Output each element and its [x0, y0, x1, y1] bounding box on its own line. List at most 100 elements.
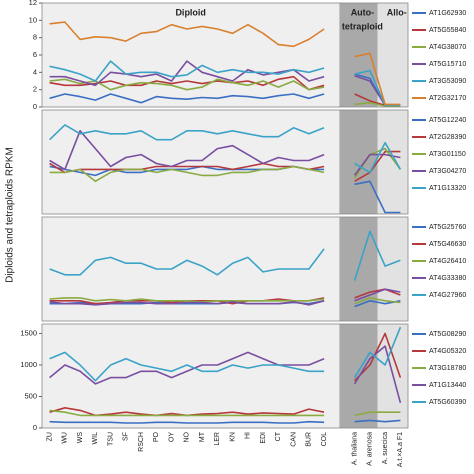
- series-line: [353, 147, 402, 179]
- series-line: [49, 165, 325, 183]
- series-line: [49, 124, 325, 141]
- legend-label: AT5G55840: [429, 27, 466, 34]
- x-tick-label: PO: [153, 431, 160, 442]
- legend-label: AT4G33380: [429, 275, 466, 282]
- series-line: [49, 351, 325, 382]
- x-tick-label: NO: [184, 431, 191, 442]
- series-line: [353, 345, 402, 404]
- x-tick-label: CAN: [290, 432, 297, 447]
- series-line: [353, 326, 402, 379]
- diploid-region: [42, 3, 340, 107]
- panel-frame: [41, 109, 409, 215]
- legend-label: AT4G26410: [429, 258, 466, 265]
- series-line: [49, 75, 325, 91]
- x-tick-label: WIL: [92, 432, 99, 445]
- legend-label: AT4G05320: [429, 348, 466, 355]
- series-line: [354, 332, 402, 382]
- legend-label: AT5G46630: [429, 241, 466, 248]
- x-tick-label: LER: [214, 432, 221, 446]
- x-tick-label: ZU: [46, 432, 53, 441]
- series-line: [354, 411, 401, 417]
- y-axis-label: Diploids and tetraploids RPKM: [5, 147, 16, 283]
- legend-label: AT2G28390: [429, 134, 466, 141]
- legend-label: AT3G04270: [429, 168, 466, 175]
- y-tick-label: 10: [29, 15, 37, 24]
- series-line: [49, 297, 325, 303]
- x-tick-label: BUR: [306, 432, 313, 447]
- y-tick-label: 2: [33, 85, 37, 94]
- series-line: [49, 21, 325, 48]
- x-tick-label: EDI: [260, 432, 267, 444]
- series-line: [354, 288, 401, 302]
- series-line: [49, 420, 325, 424]
- region-label: tetraploid: [342, 21, 383, 31]
- series-line: [49, 60, 325, 82]
- x-tick-label: SF: [123, 432, 130, 441]
- x-tick-label: A. suecica: [382, 432, 389, 464]
- x-tick-label: RSCH: [138, 432, 145, 452]
- y-tick-label: 1000: [20, 360, 37, 369]
- x-tick-label: KN: [229, 432, 236, 442]
- auto-tetraploid-region: [339, 110, 378, 214]
- y-tick-label: 500: [24, 391, 37, 400]
- x-tick-label: A. arenosa: [367, 432, 374, 466]
- legend-label: AT5G08290: [429, 331, 466, 338]
- series-line: [49, 409, 325, 417]
- y-tick-label: 0: [33, 102, 37, 111]
- x-tick-label: WS: [77, 432, 84, 444]
- x-tick-label: OY: [168, 432, 175, 442]
- region-label: Auto-: [351, 7, 375, 17]
- y-tick-label: 12: [29, 0, 37, 7]
- x-tick-label: MT: [199, 431, 206, 442]
- legend-label: AT1G13440: [429, 382, 466, 389]
- region-label: Diploid: [175, 7, 206, 17]
- x-tick-label: A.t.×A.a F1: [397, 432, 404, 467]
- x-tick-label: A. thaliana: [351, 432, 358, 465]
- legend-label: AT5G12240: [429, 117, 466, 124]
- series-line: [49, 93, 325, 104]
- auto-tetraploid-region: [339, 3, 378, 107]
- series-line: [354, 150, 401, 182]
- x-tick-label: WU: [62, 432, 69, 444]
- y-tick-label: 6: [33, 50, 37, 59]
- series-line: [49, 248, 325, 276]
- x-tick-label: COL: [321, 432, 328, 447]
- legend-label: AT5G25760: [429, 224, 466, 231]
- series-line: [354, 141, 402, 174]
- y-tick-label: 4: [33, 67, 37, 76]
- series-line: [49, 60, 325, 87]
- series-line: [354, 419, 401, 423]
- legend-label: AT4G38070: [429, 44, 466, 51]
- allo-tetraploid-region: [377, 3, 408, 107]
- x-tick-label: CT: [275, 431, 282, 441]
- legend-label: AT1G62930: [429, 10, 466, 17]
- legend-label: AT3G18780: [429, 365, 466, 372]
- panel-frame: [41, 323, 409, 429]
- region-label: Allo-: [387, 7, 407, 17]
- x-tick-label: TSU: [107, 432, 114, 446]
- legend-label: AT3G01150: [429, 151, 466, 158]
- legend-label: AT2G32170: [429, 95, 466, 102]
- legend-label: AT4G27960: [429, 292, 466, 299]
- y-tick-label: 8: [33, 33, 37, 42]
- series-line: [353, 230, 401, 281]
- series-line: [49, 300, 325, 306]
- series-line: [354, 52, 401, 106]
- series-line: [49, 130, 325, 171]
- series-line: [354, 180, 401, 214]
- legend-label: AT5G15710: [429, 61, 466, 68]
- series-line: [49, 162, 325, 174]
- legend-label: AT1G13320: [429, 185, 466, 192]
- series-line: [354, 297, 401, 305]
- series-line: [354, 69, 401, 107]
- allo-tetraploid-region: [377, 217, 408, 321]
- y-tick-label: 1500: [20, 328, 37, 337]
- y-tick-label: 0: [33, 423, 37, 432]
- legend-label: AT3G53090: [429, 78, 466, 85]
- panel-frame: [41, 216, 409, 322]
- legend-label: AT5G60390: [429, 399, 466, 406]
- series-line: [354, 288, 401, 299]
- x-tick-label: HI: [245, 432, 252, 439]
- allo-tetraploid-region: [377, 110, 408, 214]
